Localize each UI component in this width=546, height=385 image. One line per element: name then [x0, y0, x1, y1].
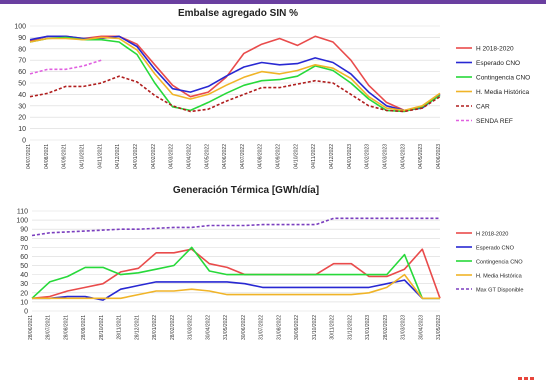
x-tick-label: 04/01/2022 [133, 144, 139, 169]
y-tick-label: 50 [18, 81, 26, 88]
y-tick-label: 100 [16, 218, 28, 225]
x-tick-label: 28/09/2021 [81, 315, 87, 340]
x-tick-label: 04/11/2022 [311, 144, 317, 169]
series-line-4 [31, 217, 440, 237]
series-line-2 [31, 246, 440, 300]
x-tick-label: 31/03/2022 [188, 315, 194, 340]
y-tick-label: 80 [18, 46, 26, 53]
x-tick-label: 28/12/2021 [134, 315, 140, 340]
x-tick-label: 30/04/2022 [205, 315, 211, 340]
y-tick-label: 30 [18, 103, 26, 110]
x-tick-label: 04/01/2023 [347, 144, 353, 169]
legend-label: H. Media Histórica [476, 273, 523, 279]
thermal-generation-chart: Generación Térmica [GWh/día] 0 10 20 30 40 50 6… [16, 185, 523, 340]
x-tick-label: 31/10/2022 [312, 315, 318, 340]
x-tick-label: 30/11/2022 [330, 315, 336, 340]
x-tick-label: 28/01/2022 [152, 315, 158, 340]
y-tick-label: 60 [18, 69, 26, 76]
x-tick-label: 04/04/2023 [400, 144, 406, 169]
y-tick-label: 10 [18, 126, 26, 133]
x-tick-label: 30/04/2023 [418, 315, 424, 340]
y-tick-label: 10 [20, 299, 28, 306]
x-tick-label: 04/07/2021 [26, 144, 32, 169]
x-tick-label: 31/05/2022 [223, 315, 229, 340]
x-tick-label: 31/08/2022 [276, 315, 282, 340]
x-tick-label: 04/07/2022 [240, 144, 246, 169]
y-tick-label: 90 [20, 227, 28, 234]
y-tick-label: 70 [20, 245, 28, 252]
series-line-0 [31, 248, 441, 300]
x-tick-label: 04/12/2021 [115, 144, 121, 169]
reservoir-chart: Embalse agregado SIN % 0 10 20 30 40 50 60 70 80 9… [14, 8, 530, 169]
legend-label: H. Media Histórica [476, 89, 529, 96]
y-tick-label: 70 [18, 58, 26, 65]
x-tick-label: 31/03/2023 [401, 315, 407, 340]
series-line-1 [29, 35, 441, 112]
x-tick-label: 04/02/2023 [365, 144, 371, 169]
y-tick-label: 40 [18, 92, 26, 99]
chart-title: Embalse agregado SIN % [178, 8, 298, 19]
x-tick-label: 28/02/2022 [170, 315, 176, 340]
series-line-0 [29, 35, 441, 112]
legend-label: Esperado CNO [476, 245, 515, 251]
legend-label: SENDA REF [476, 118, 513, 125]
x-tick-label: 28/10/2021 [99, 315, 105, 340]
y-tick-label: 20 [18, 115, 26, 122]
x-tick-label: 31/01/2023 [365, 315, 371, 340]
y-tick-label: 60 [20, 254, 28, 261]
y-tick-label: 0 [22, 138, 26, 145]
x-tick-label: 04/05/2023 [418, 144, 424, 169]
x-tick-label: 04/11/2021 [97, 144, 103, 169]
x-tick-label: 04/03/2022 [169, 144, 175, 169]
x-tick-label: 04/10/2021 [79, 144, 85, 169]
legend-label: Contingencia CNO [476, 259, 523, 265]
x-tick-label: 04/05/2022 [204, 144, 210, 169]
x-tick-label: 04/06/2022 [222, 144, 228, 169]
series-line-3 [29, 36, 441, 112]
x-tick-label: 31/12/2022 [347, 315, 353, 340]
chart-title: Generación Térmica [GWh/día] [173, 185, 319, 196]
y-tick-label: 20 [20, 290, 28, 297]
legend-label: H 2018-2020 [476, 45, 514, 52]
corner-brand-mark [518, 367, 538, 380]
y-tick-label: 110 [17, 209, 28, 216]
x-tick-label: 30/06/2022 [241, 315, 247, 340]
series-line-5 [29, 59, 102, 75]
x-tick-label: 04/10/2022 [293, 144, 299, 169]
y-tick-label: 30 [20, 281, 28, 288]
x-tick-label: 31/07/2022 [259, 315, 265, 340]
x-tick-label: 28/06/2021 [28, 315, 34, 340]
x-tick-label: 30/09/2022 [294, 315, 300, 340]
x-tick-label: 04/09/2021 [62, 144, 68, 169]
x-tick-label: 04/02/2022 [151, 144, 157, 169]
series-line-3 [32, 273, 440, 300]
x-tick-label: 28/08/2021 [63, 315, 69, 340]
top-accent-bar [0, 0, 546, 4]
x-tick-label: 04/08/2022 [258, 144, 264, 169]
legend-label: Esperado CNO [476, 60, 520, 67]
x-tick-label: 04/06/2023 [436, 144, 442, 169]
x-tick-label: 28/11/2021 [117, 315, 123, 340]
legend-label: Contingencia CNO [476, 74, 530, 81]
x-tick-label: 28/07/2021 [46, 315, 52, 340]
legend-label: CAR [476, 103, 490, 110]
series-line-4 [29, 75, 441, 113]
x-tick-label: 04/09/2022 [276, 144, 282, 169]
x-tick-label: 31/05/2023 [436, 315, 442, 340]
y-tick-label: 0 [24, 309, 28, 316]
series-line-2 [29, 36, 441, 113]
x-tick-label: 04/03/2023 [383, 144, 389, 169]
y-tick-label: 90 [18, 35, 26, 42]
x-tick-label: 28/02/2023 [383, 315, 389, 340]
series-line-1 [32, 279, 440, 301]
y-tick-label: 50 [20, 263, 28, 270]
y-tick-label: 40 [20, 272, 28, 279]
x-tick-label: 04/12/2022 [329, 144, 335, 169]
x-tick-label: 04/04/2022 [186, 144, 192, 169]
y-tick-label: 100 [14, 24, 26, 31]
y-tick-label: 80 [20, 236, 28, 243]
legend-label: H 2018-2020 [476, 231, 508, 237]
legend-label: Max GT Disponible [476, 287, 523, 293]
x-tick-label: 04/08/2021 [44, 144, 50, 169]
